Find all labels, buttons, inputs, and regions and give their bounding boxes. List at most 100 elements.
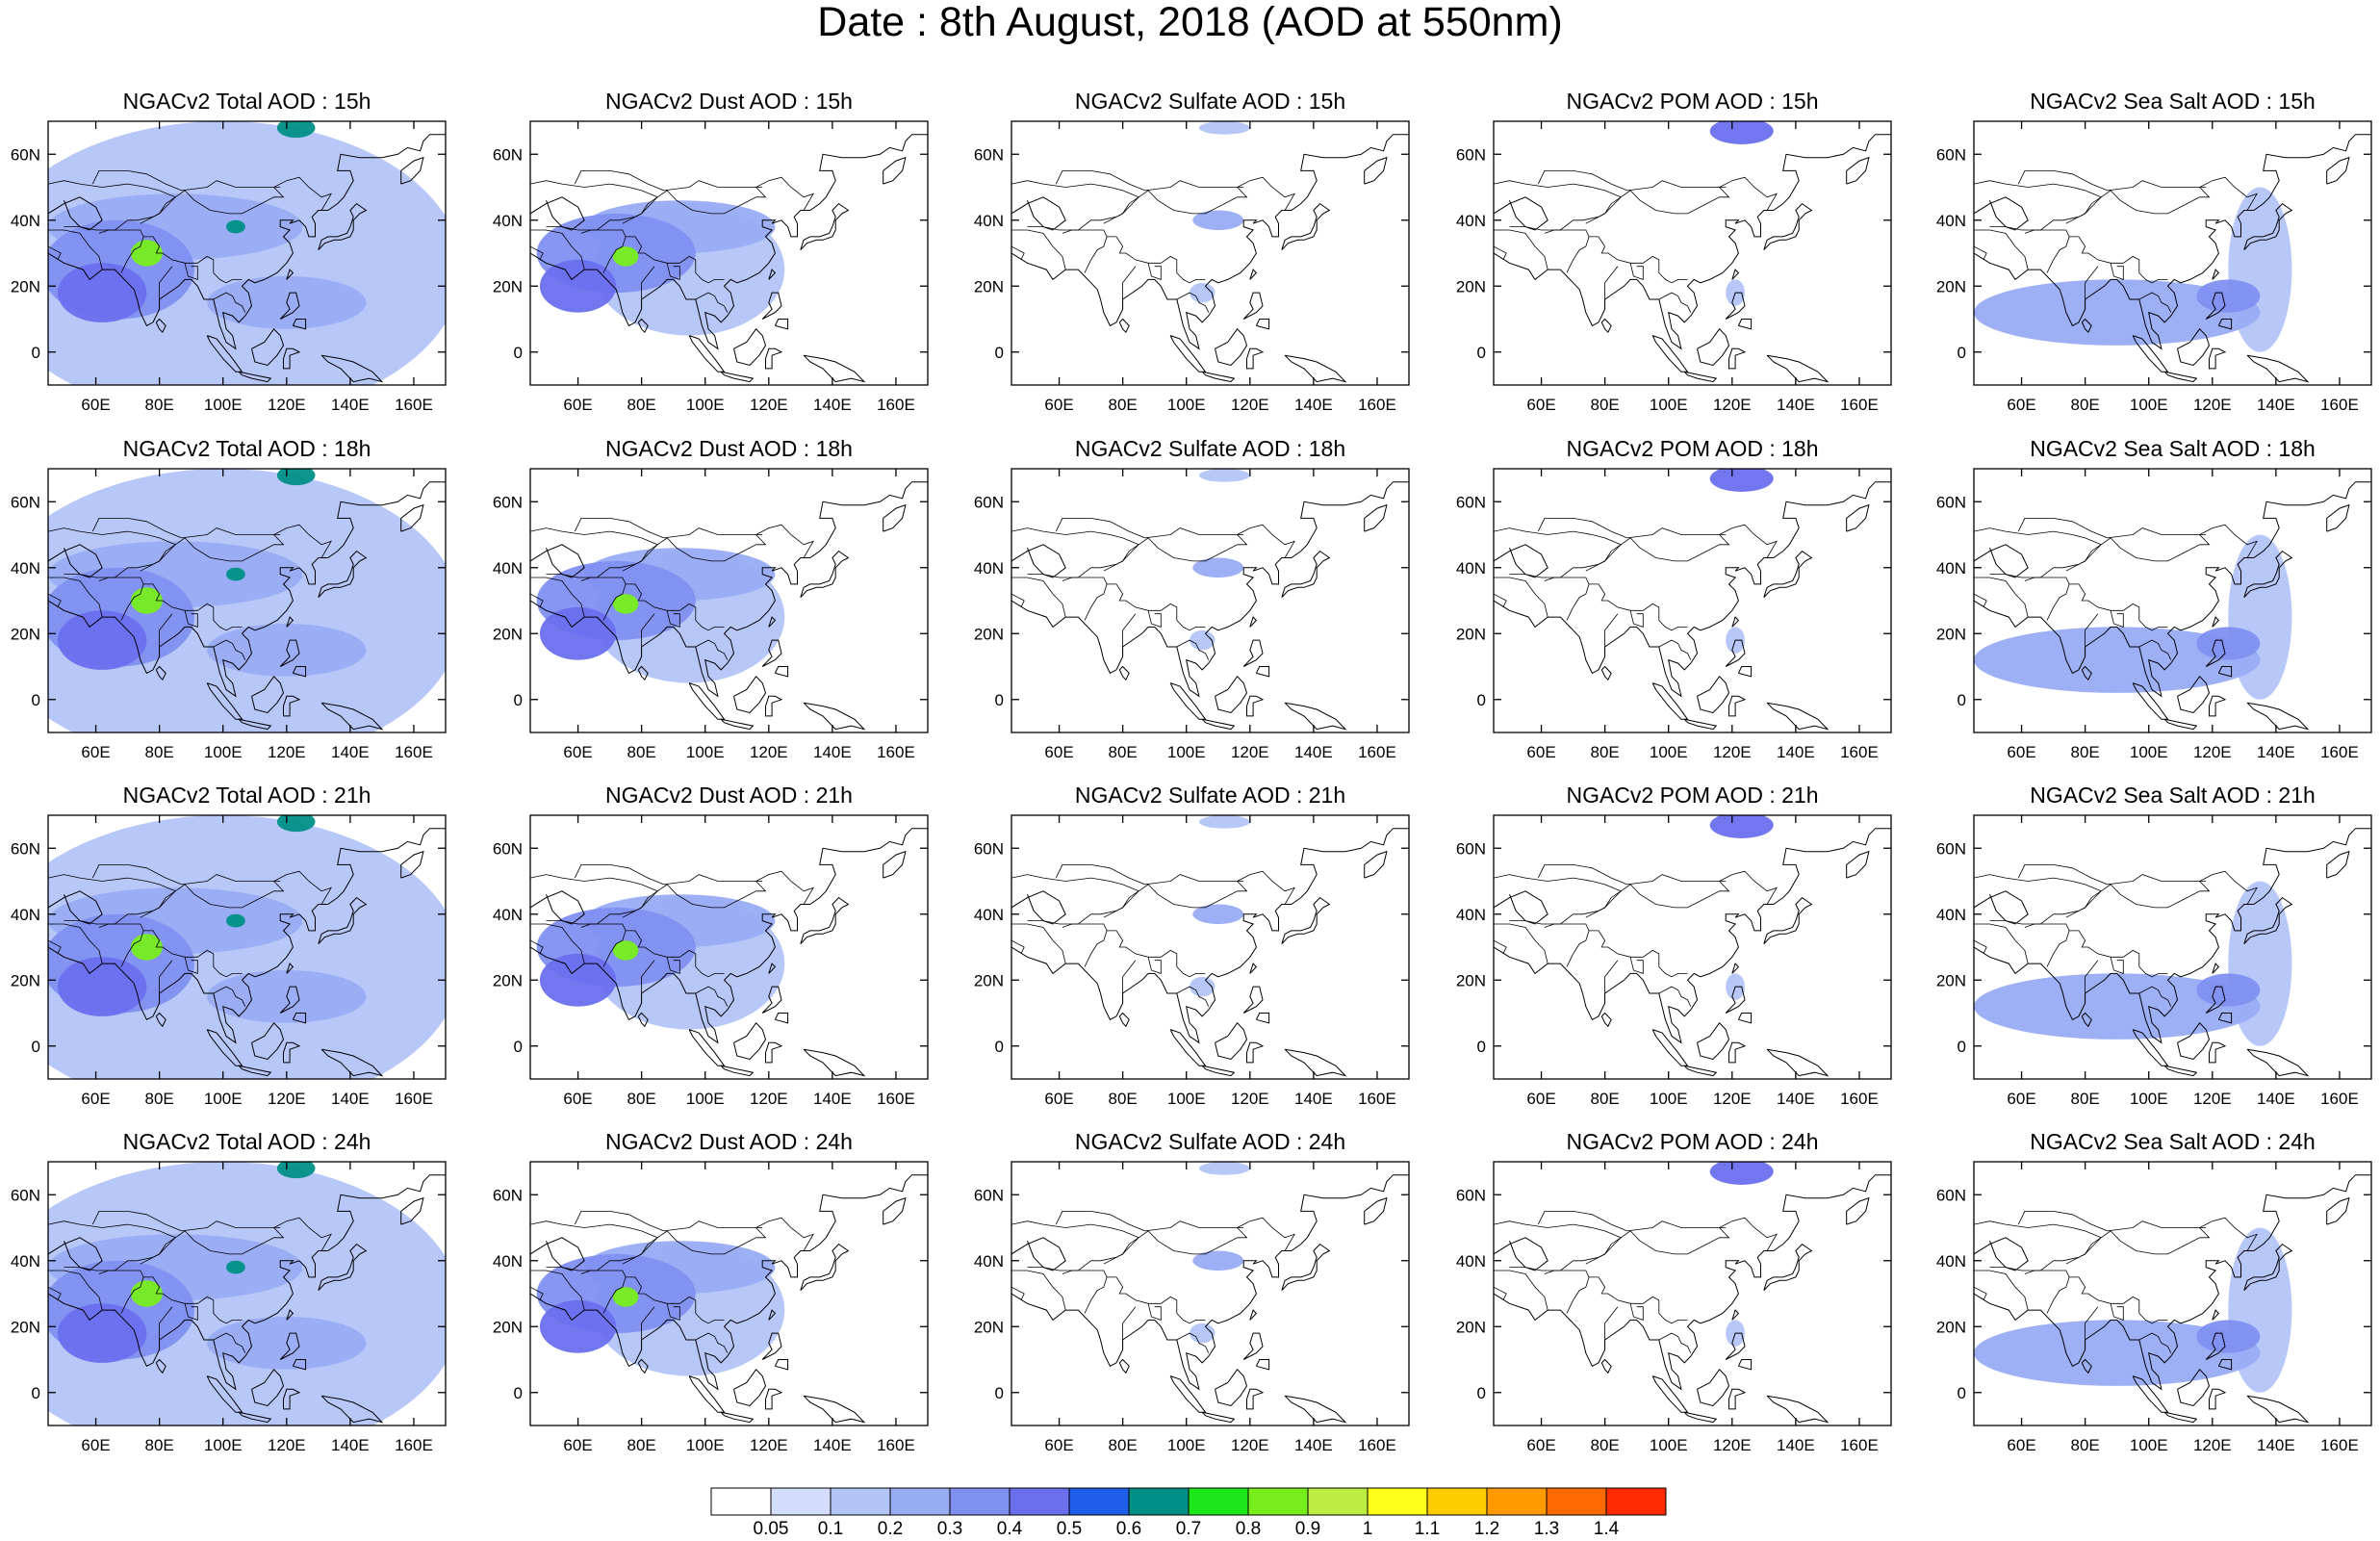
coastline xyxy=(689,1030,724,1066)
lon-tick-label: 100E xyxy=(686,396,725,414)
lat-tick-label: 40N xyxy=(974,906,1004,924)
map-frame xyxy=(1494,1162,1891,1425)
country-border xyxy=(2139,640,2171,660)
coastline xyxy=(1729,1389,1746,1409)
panel-title: NGACv2 Sea Salt AOD : 18h xyxy=(1932,436,2380,461)
lat-tick-label: 0 xyxy=(995,691,1004,709)
lon-tick-label: 120E xyxy=(2193,743,2232,761)
coastline xyxy=(1796,1425,1812,1446)
country-border xyxy=(214,640,245,660)
coastline xyxy=(2133,336,2167,372)
country-border xyxy=(1538,170,1627,191)
coastline xyxy=(252,677,284,713)
country-border xyxy=(696,1333,728,1353)
coastline xyxy=(401,505,423,531)
aod-patch xyxy=(2196,627,2260,659)
coastline xyxy=(48,545,102,578)
lon-tick-label: 120E xyxy=(1231,396,1269,414)
panel-title: NGACv2 Sulfate AOD : 21h xyxy=(970,783,1451,808)
country-border xyxy=(530,940,543,954)
lat-tick-label: 20N xyxy=(1456,277,1486,295)
coastline xyxy=(1698,329,1729,366)
lat-tick-label: 40N xyxy=(1936,212,1966,230)
coastline xyxy=(156,667,166,681)
lon-tick-label: 120E xyxy=(1713,1090,1752,1108)
lat-tick-label: 20N xyxy=(1936,971,1966,989)
coastline xyxy=(1365,505,1387,531)
coastline xyxy=(1974,829,2371,1043)
coastline xyxy=(2218,320,2231,329)
coastline xyxy=(1601,320,1611,333)
coastline xyxy=(1698,1023,1729,1060)
panel-title: NGACv2 Dust AOD : 18h xyxy=(489,436,970,461)
map-frame xyxy=(48,469,446,732)
country-border xyxy=(1586,525,1777,571)
coastline xyxy=(319,204,367,250)
coastline xyxy=(2244,1079,2276,1102)
coastline xyxy=(1119,320,1129,333)
country-border xyxy=(1123,961,1136,1003)
lon-tick-label: 160E xyxy=(1840,1090,1879,1108)
lat-tick-label: 60N xyxy=(11,145,40,164)
country-border xyxy=(1494,940,1506,954)
aod-patch xyxy=(277,812,316,833)
lat-tick-label: 20N xyxy=(493,625,523,643)
coastline xyxy=(2133,1030,2167,1066)
coastline xyxy=(350,385,367,405)
lat-tick-label: 60N xyxy=(493,493,523,511)
aod-patch xyxy=(1974,627,2260,693)
country-border xyxy=(185,1303,197,1320)
lat-tick-label: 20N xyxy=(974,971,1004,989)
coastline xyxy=(1767,1396,1828,1422)
aod-patch xyxy=(226,914,245,928)
coastline xyxy=(1314,1425,1330,1446)
country-border xyxy=(575,518,664,538)
lon-tick-label: 80E xyxy=(145,396,174,414)
lon-tick-label: 80E xyxy=(145,1090,174,1108)
aod-patch xyxy=(584,200,775,253)
aod-patch xyxy=(594,204,784,336)
country-border xyxy=(2108,1221,2206,1231)
lon-tick-label: 80E xyxy=(2071,1090,2100,1108)
coastline xyxy=(766,1042,782,1063)
lon-tick-label: 100E xyxy=(1167,1090,1206,1108)
country-border xyxy=(1085,931,1107,967)
country-border xyxy=(1011,246,1024,260)
country-border xyxy=(1494,924,1548,963)
lon-tick-label: 140E xyxy=(331,743,370,761)
aod-patch xyxy=(41,914,194,1014)
aod-patch xyxy=(1710,1159,1774,1185)
coastline xyxy=(1243,293,1263,319)
coastline xyxy=(1847,158,1869,184)
country-border xyxy=(1567,931,1589,967)
colorbar-swatch xyxy=(1129,1488,1189,1515)
country-border xyxy=(667,957,679,973)
coastline xyxy=(2213,617,2219,627)
aod-patch xyxy=(226,568,245,581)
coastline xyxy=(1282,898,1330,944)
lon-tick-label: 80E xyxy=(2071,396,2100,414)
map-frame xyxy=(1494,121,1891,385)
country-border xyxy=(623,525,813,571)
coastline xyxy=(1494,135,1891,349)
coastline xyxy=(1764,204,1812,250)
coastline xyxy=(530,135,928,349)
coastline xyxy=(1202,719,1234,729)
country-border xyxy=(1586,177,1777,223)
coastline xyxy=(1365,158,1387,184)
country-border xyxy=(2139,293,2171,313)
coastline xyxy=(775,667,787,677)
coastline xyxy=(1011,482,1409,697)
map-frame xyxy=(1974,121,2371,385)
country-border xyxy=(1974,1287,1986,1300)
lon-tick-label: 80E xyxy=(1591,1436,1620,1454)
coastline xyxy=(762,1333,781,1359)
